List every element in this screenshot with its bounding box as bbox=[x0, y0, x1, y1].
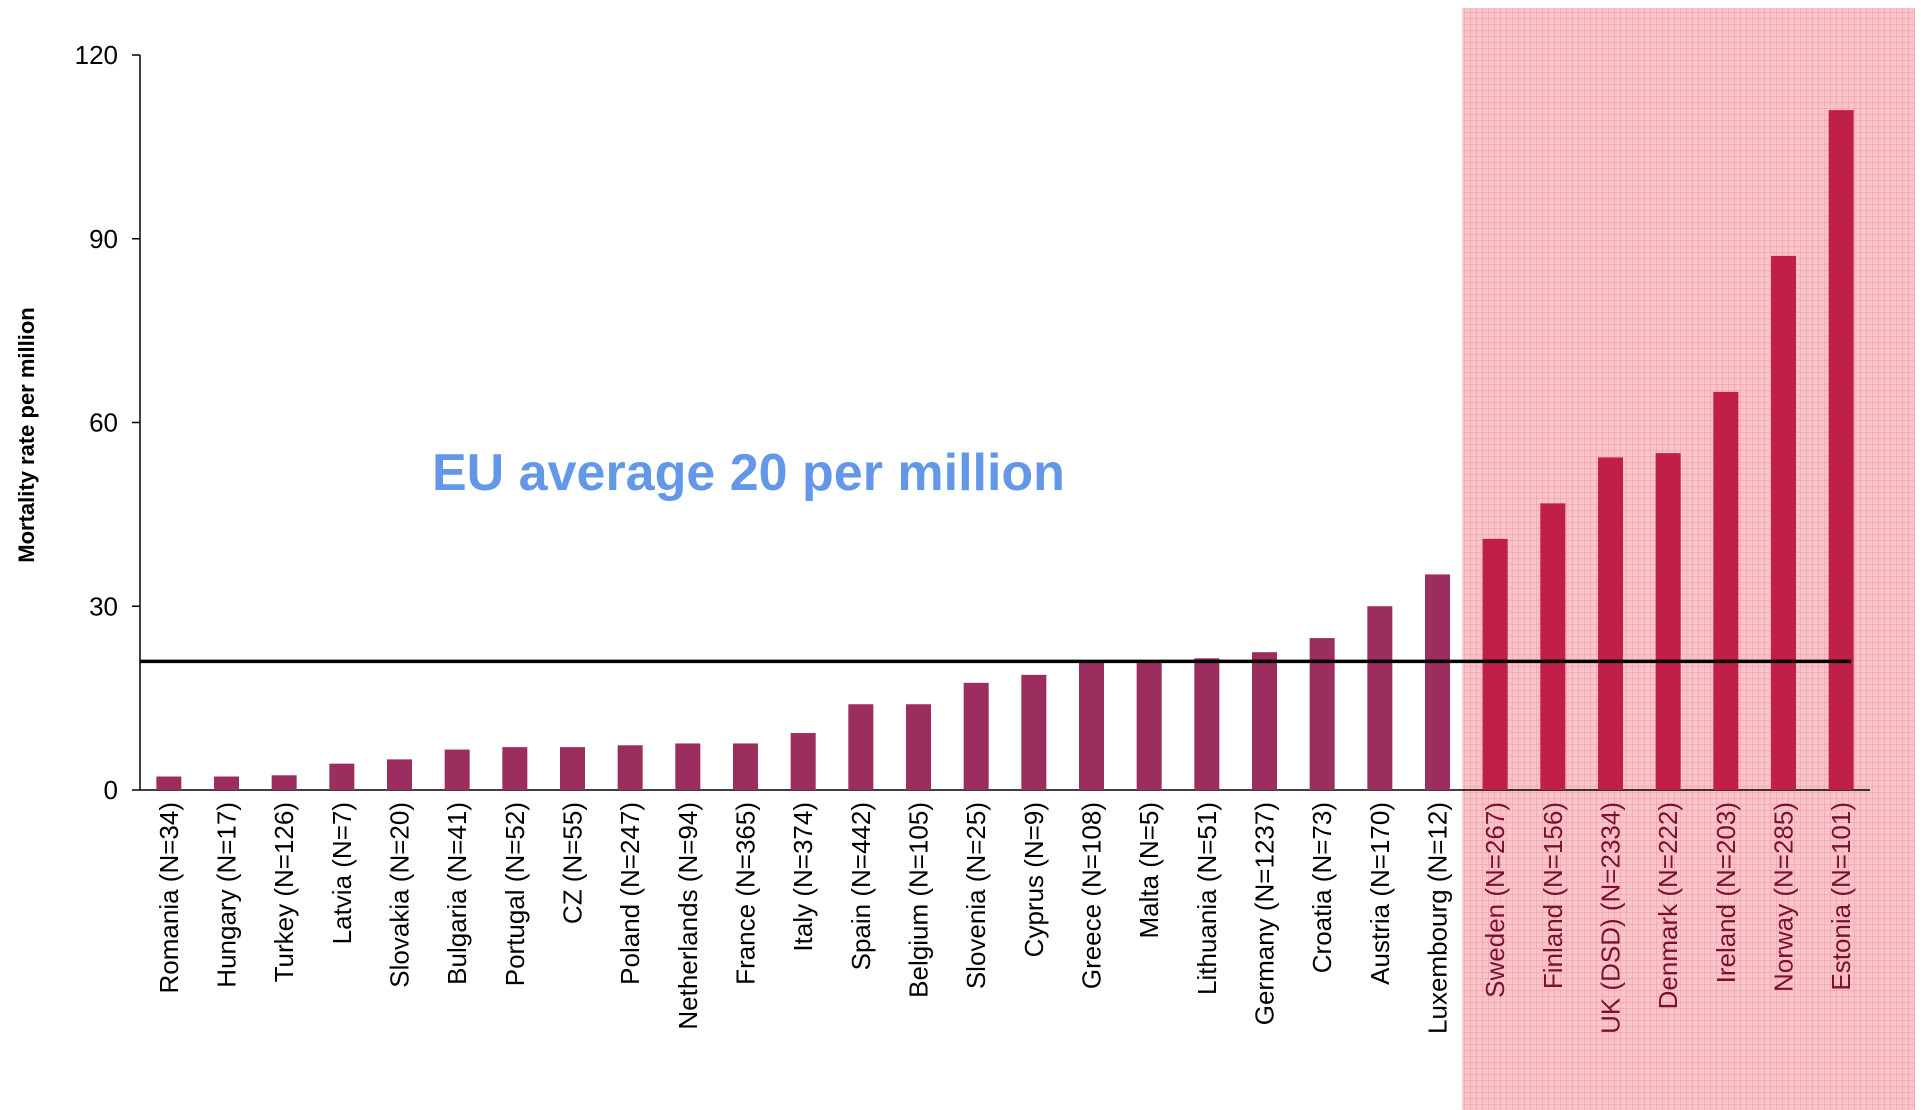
category-label: Bulgaria (N=41) bbox=[442, 802, 472, 985]
category-label: Poland (N=247) bbox=[615, 802, 645, 985]
bar bbox=[1079, 661, 1104, 790]
category-label: France (N=365) bbox=[731, 802, 761, 985]
y-tick-label: 30 bbox=[89, 591, 118, 621]
bar bbox=[617, 745, 643, 790]
bar bbox=[329, 763, 355, 790]
category-label: Slovakia (N=20) bbox=[385, 802, 415, 988]
category-label: Latvia (N=7) bbox=[327, 802, 357, 944]
bar bbox=[1136, 661, 1162, 790]
category-label: Greece (N=108) bbox=[1077, 802, 1107, 989]
category-label: Austria (N=170) bbox=[1365, 802, 1395, 985]
bar bbox=[444, 749, 470, 790]
category-label: Hungary (N=17) bbox=[212, 802, 242, 988]
bar bbox=[214, 776, 239, 790]
bar bbox=[1252, 652, 1277, 790]
bar bbox=[1194, 658, 1220, 790]
category-label: Turkey (N=126) bbox=[269, 802, 299, 982]
category-label: Portugal (N=52) bbox=[500, 802, 530, 986]
bar bbox=[733, 743, 758, 790]
category-label: Cyprus (N=9) bbox=[1019, 802, 1049, 957]
y-axis-label: Mortality rate per million bbox=[14, 307, 39, 563]
category-label: Denmark (N=222) bbox=[1653, 802, 1683, 1009]
bar bbox=[675, 743, 701, 790]
category-label: Norway (N=285) bbox=[1769, 802, 1799, 992]
y-tick-label: 60 bbox=[89, 408, 118, 438]
category-label: Netherlands (N=94) bbox=[673, 802, 703, 1030]
category-label: Slovenia (N=25) bbox=[961, 802, 991, 989]
bar bbox=[848, 704, 874, 790]
eu-average-annotation: EU average 20 per million bbox=[432, 444, 1065, 502]
bar bbox=[1655, 453, 1681, 790]
category-label: UK (DSD) (N=2334) bbox=[1596, 802, 1626, 1034]
bar bbox=[502, 747, 528, 790]
category-label: Belgium (N=105) bbox=[904, 802, 934, 998]
bar bbox=[790, 733, 816, 790]
bar bbox=[560, 747, 585, 790]
category-label: Lithuania (N=51) bbox=[1192, 802, 1222, 995]
y-tick-label: 0 bbox=[104, 775, 118, 805]
category-label: Ireland (N=203) bbox=[1711, 802, 1741, 983]
category-label: Italy (N=374) bbox=[788, 802, 818, 952]
category-label: Croatia (N=73) bbox=[1307, 802, 1337, 973]
bar bbox=[1828, 110, 1854, 790]
y-tick-label: 90 bbox=[89, 224, 118, 254]
bar bbox=[1540, 503, 1566, 790]
bar bbox=[387, 759, 412, 790]
bar bbox=[271, 775, 297, 790]
category-label: CZ (N=55) bbox=[558, 802, 588, 924]
bar bbox=[1309, 638, 1335, 790]
category-label: Romania (N=34) bbox=[154, 802, 184, 993]
bar bbox=[1021, 674, 1047, 790]
bar bbox=[1425, 574, 1450, 790]
category-label: Germany (N=1237) bbox=[1250, 802, 1280, 1025]
bar bbox=[963, 682, 989, 790]
category-label: Sweden (N=267) bbox=[1480, 802, 1510, 998]
bar bbox=[1713, 391, 1739, 790]
category-label: Luxembourg (N=12) bbox=[1423, 802, 1453, 1034]
y-tick-label: 120 bbox=[75, 40, 118, 70]
bar bbox=[1482, 538, 1508, 790]
bar bbox=[156, 776, 182, 790]
category-label: Estonia (N=101) bbox=[1826, 802, 1856, 991]
bar bbox=[1367, 606, 1393, 790]
category-label: Malta (N=5) bbox=[1134, 802, 1164, 939]
category-label: Finland (N=156) bbox=[1538, 802, 1568, 989]
category-label: Spain (N=442) bbox=[846, 802, 876, 970]
bar bbox=[1771, 255, 1796, 790]
bar bbox=[906, 704, 931, 790]
bar bbox=[1598, 457, 1623, 790]
